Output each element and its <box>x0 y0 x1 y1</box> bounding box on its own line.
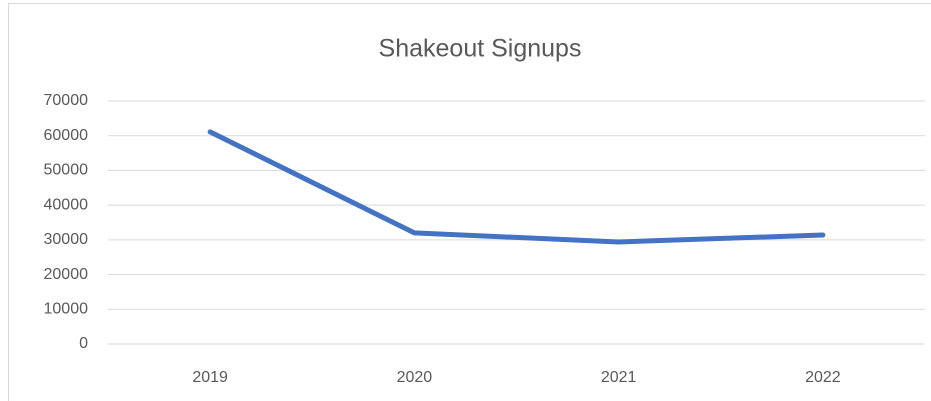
y-tick-label: 50000 <box>44 162 89 179</box>
x-tick-label: 2020 <box>397 369 433 386</box>
y-tick-label: 70000 <box>44 92 89 109</box>
y-tick-label: 40000 <box>44 196 89 213</box>
y-tick-label: 60000 <box>44 127 89 144</box>
chart-frame <box>8 3 931 401</box>
y-tick-label: 20000 <box>44 266 89 283</box>
y-tick-label: 10000 <box>44 301 89 318</box>
y-tick-label: 30000 <box>44 231 89 248</box>
x-tick-label: 2021 <box>601 369 637 386</box>
x-tick-label: 2019 <box>192 369 228 386</box>
line-series <box>207 129 826 245</box>
x-tick-label: 2022 <box>805 369 841 386</box>
chart-title: Shakeout Signups <box>379 35 582 63</box>
y-tick-label: 0 <box>79 335 88 352</box>
